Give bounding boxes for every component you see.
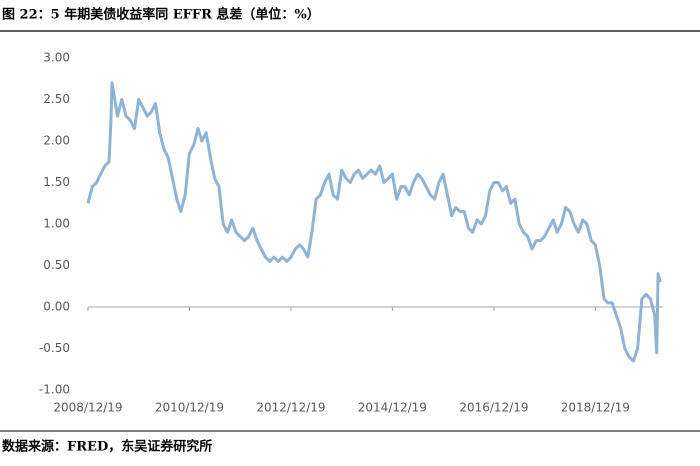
- y-tick-label: 3.00: [43, 51, 70, 65]
- x-tick-label: 2014/12/19: [358, 401, 427, 415]
- y-tick-label: 0.00: [43, 300, 70, 314]
- y-tick-label: 1.00: [43, 217, 70, 231]
- x-tick-label: 2018/12/19: [561, 401, 630, 415]
- series-line: [86, 81, 662, 363]
- y-tick-label: 1.50: [43, 175, 70, 189]
- y-tick-label: 2.50: [43, 92, 70, 106]
- y-tick-label: -0.50: [39, 341, 70, 355]
- x-tick-label: 2008/12/19: [53, 401, 122, 415]
- x-tick-label: 2012/12/19: [256, 401, 325, 415]
- x-tick-label: 2016/12/19: [459, 401, 528, 415]
- chart-title: 图 22：5 年期美债收益率同 EFFR 息差（单位：%）: [2, 7, 320, 23]
- y-tick-label: 2.00: [43, 134, 70, 148]
- x-tick-label: 2010/12/19: [155, 401, 224, 415]
- source: 数据来源：FRED，东吴证券研究所: [2, 439, 212, 455]
- y-tick-label: -1.00: [39, 383, 70, 397]
- y-tick-label: 0.50: [43, 258, 70, 272]
